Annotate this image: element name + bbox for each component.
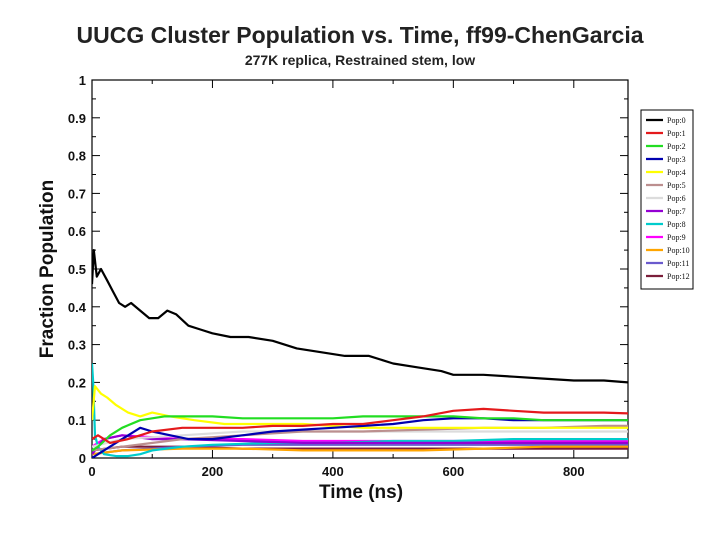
- legend-label: Pop:11: [667, 259, 689, 268]
- legend: Pop:0 Pop:1 Pop:2 Pop:3 Pop:4 Pop:5 Pop:6 Pop:7…: [640, 109, 694, 290]
- legend-label: Pop:0: [667, 116, 686, 125]
- y-axis-label: Fraction Population: [37, 180, 58, 358]
- series-line-pop-11: [92, 443, 628, 456]
- y-tick-label: 0.1: [68, 413, 86, 428]
- axes-layer: 0 0.1 0.2 0.3 0.4 0.5 0.6 0.7 0.8 0.9 1 0 200 400 600 8…: [68, 73, 628, 479]
- chart-title: UUCG Cluster Population vs. Time, ff99-C…: [76, 22, 644, 48]
- series-line-pop-4: [92, 385, 628, 429]
- y-tick-label: 0.2: [68, 375, 86, 390]
- series-layer: [92, 249, 628, 458]
- y-tick-label: 0.3: [68, 338, 86, 353]
- y-tick-label: 0.8: [68, 149, 86, 164]
- legend-label: Pop:1: [667, 129, 686, 138]
- legend-label: Pop:5: [667, 181, 686, 190]
- x-tick-label: 200: [202, 464, 224, 479]
- y-tick-label: 0.9: [68, 111, 86, 126]
- legend-label: Pop:4: [667, 168, 686, 177]
- legend-label: Pop:6: [667, 194, 686, 203]
- x-tick-label: 600: [442, 464, 464, 479]
- y-tick-label: 1: [79, 73, 86, 88]
- legend-label: Pop:3: [667, 155, 686, 164]
- legend-box: [640, 109, 694, 290]
- y-tick-label: 0.7: [68, 186, 86, 201]
- series-line-pop-2: [92, 415, 628, 452]
- series-line-pop-1: [92, 407, 628, 444]
- legend-label: Pop:8: [667, 220, 686, 229]
- legend-label: Pop:10: [667, 246, 690, 255]
- series-line-pop-7: [92, 434, 628, 455]
- series-line-pop-0: [92, 249, 628, 384]
- x-tick-label: 800: [563, 464, 585, 479]
- y-tick-label: 0.5: [68, 262, 86, 277]
- legend-label: Pop:12: [667, 272, 690, 281]
- chart-subtitle: 277K replica, Restrained stem, low: [244, 52, 476, 68]
- y-tick-label: 0: [79, 451, 86, 466]
- x-axis-label: Time (ns): [319, 482, 403, 503]
- series-line-pop-12: [92, 445, 628, 452]
- x-tick-label: 0: [88, 464, 95, 479]
- legend-label: Pop:2: [667, 142, 686, 151]
- x-tick-label: 400: [322, 464, 344, 479]
- plot-frame: [91, 79, 629, 459]
- y-tick-label: 0.6: [68, 224, 86, 239]
- legend-label: Pop:9: [667, 233, 686, 242]
- y-tick-label: 0.4: [68, 300, 87, 315]
- legend-label: Pop:7: [667, 207, 686, 216]
